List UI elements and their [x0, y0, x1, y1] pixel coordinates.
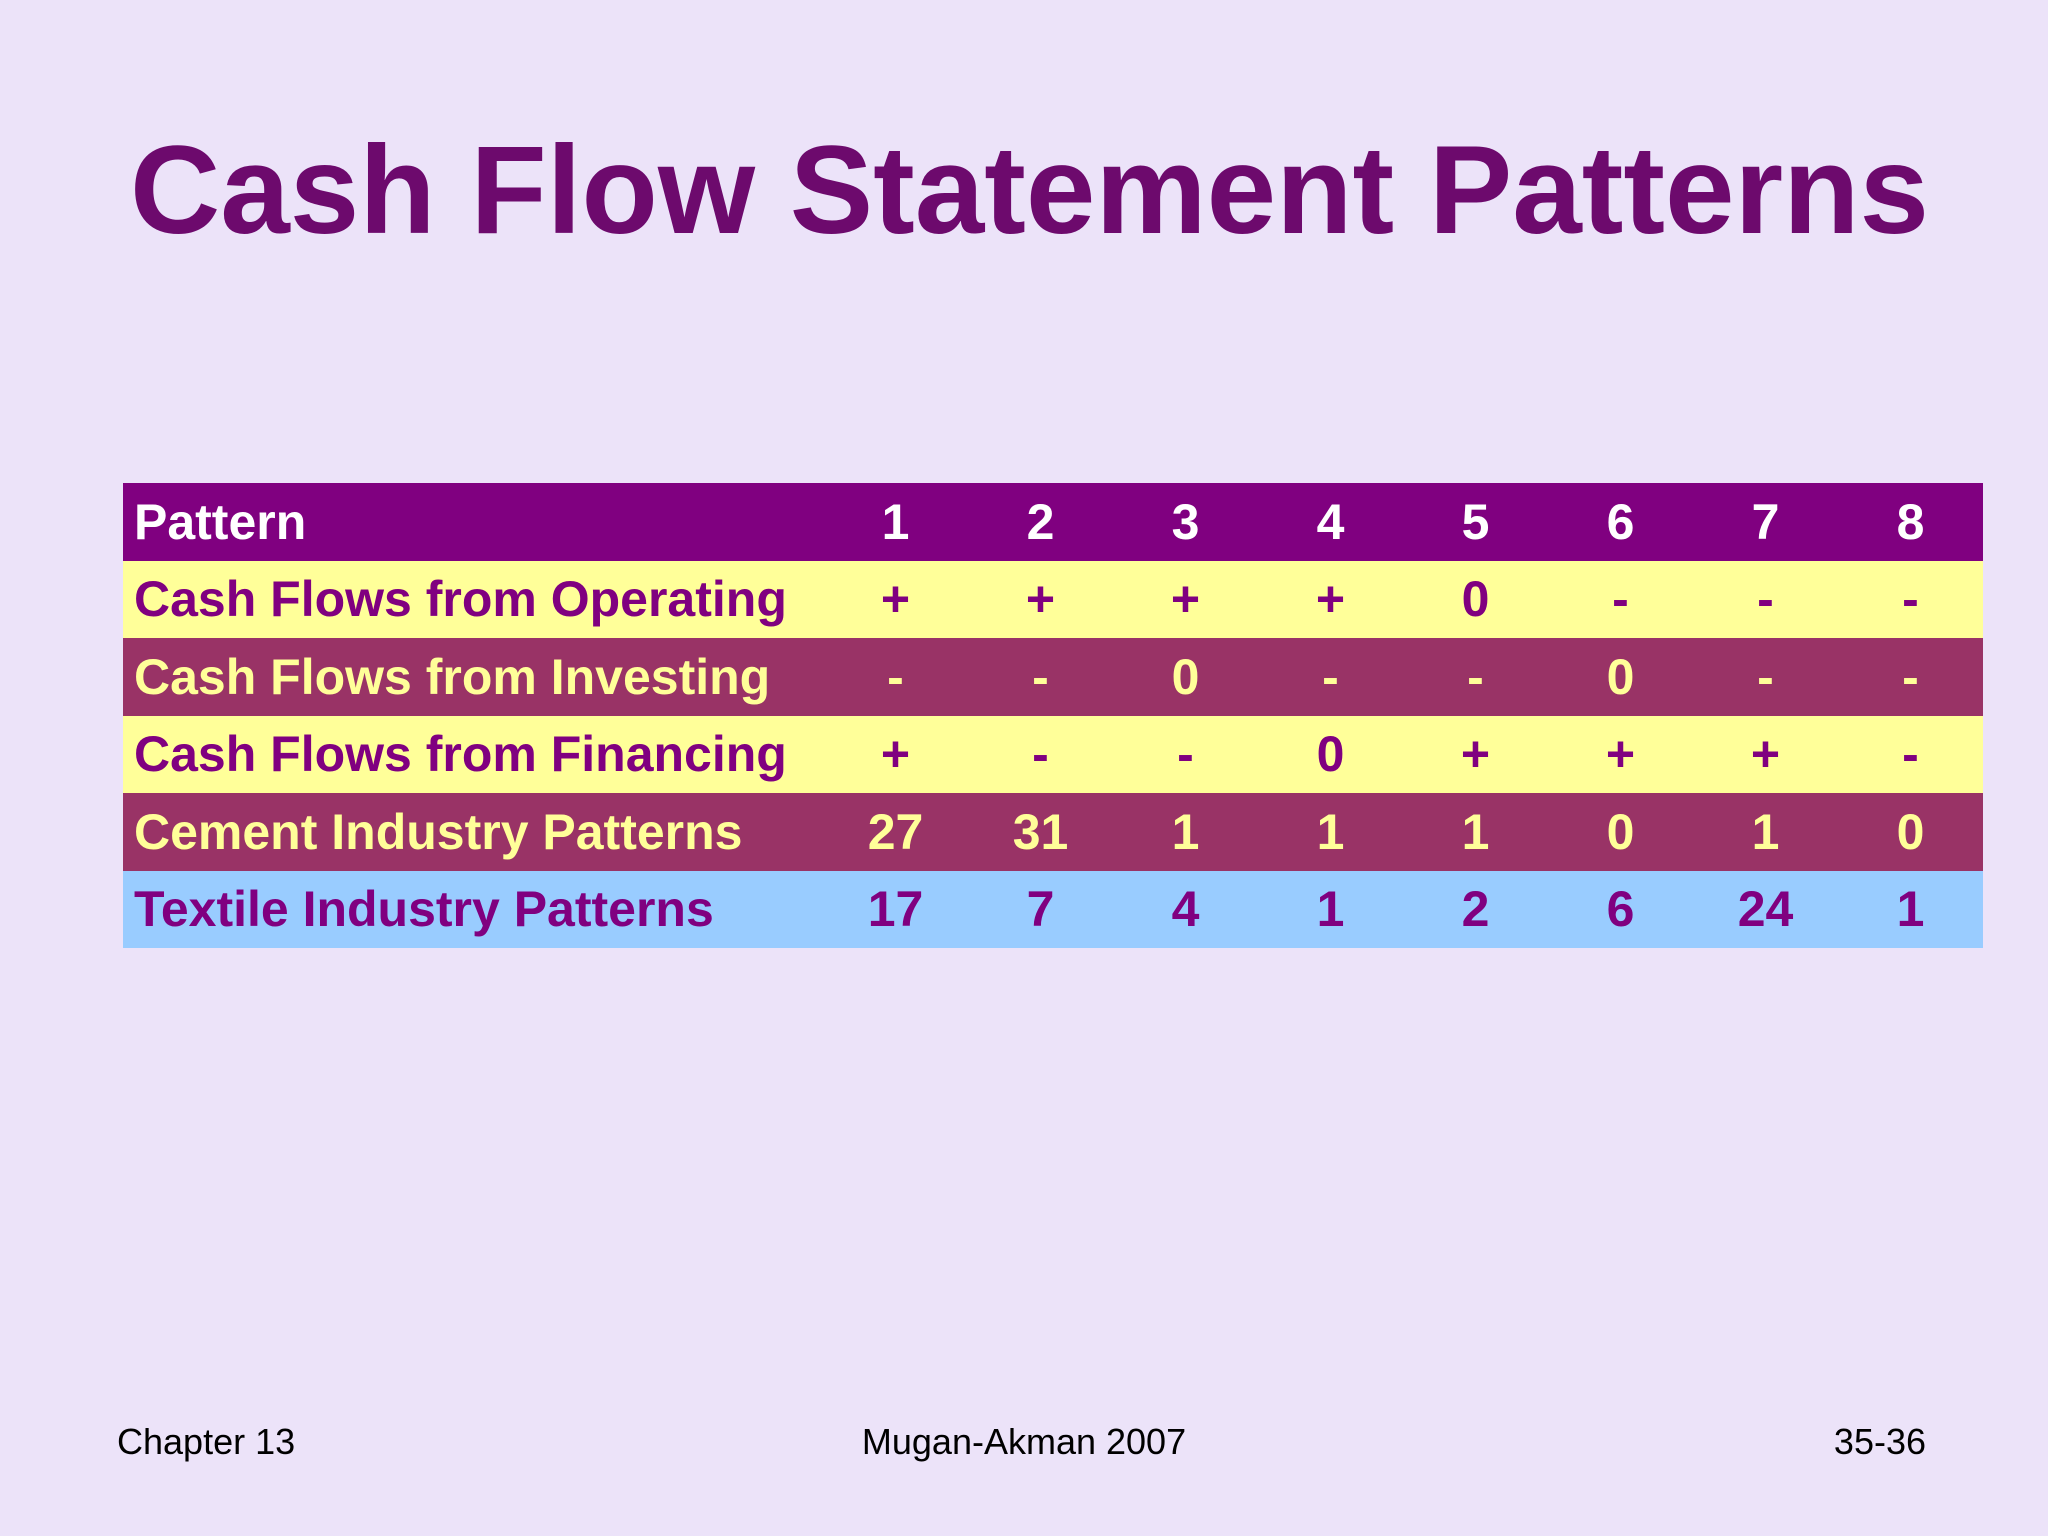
- row-label-financing: Cash Flows from Financing: [134, 726, 787, 783]
- table-row-cement: Cement Industry Patterns 27 31 1 1 1 0 1…: [123, 793, 1983, 871]
- footer-citation-label: Mugan-Akman 2007: [861, 1421, 1187, 1462]
- financing-value-6: +: [1605, 726, 1636, 783]
- textile-value-3: 4: [1171, 881, 1200, 938]
- footer-page-number: 35-36: [1833, 1421, 1926, 1462]
- header-cell-col-4: 4: [1316, 493, 1345, 550]
- cement-value-8: 0: [1896, 803, 1925, 860]
- table-header-row: Pattern 1 2 3 4 5 6 7 8: [123, 483, 1983, 561]
- investing-value-2: -: [1032, 648, 1049, 705]
- operating-value-8: -: [1902, 571, 1919, 628]
- table-row-financing: Cash Flows from Financing + - - 0 + + + …: [123, 715, 1983, 793]
- footer-chapter-label: Chapter 13: [117, 1421, 296, 1462]
- header-cell-col-6: 6: [1606, 493, 1635, 550]
- header-cell-col-2: 2: [1026, 493, 1055, 550]
- financing-value-5: +: [1460, 726, 1491, 783]
- investing-value-8: -: [1902, 648, 1919, 705]
- financing-value-4: 0: [1316, 726, 1345, 783]
- textile-value-1: 17: [867, 881, 924, 938]
- cement-value-1: 27: [867, 803, 924, 860]
- financing-value-3: -: [1177, 726, 1194, 783]
- cement-value-2: 31: [1012, 803, 1069, 860]
- cement-value-6: 0: [1606, 803, 1635, 860]
- textile-value-5: 2: [1461, 881, 1490, 938]
- investing-value-7: -: [1757, 648, 1774, 705]
- row-label-cement: Cement Industry Patterns: [134, 803, 743, 860]
- cement-value-3: 1: [1171, 803, 1200, 860]
- textile-value-4: 1: [1316, 881, 1345, 938]
- textile-value-8: 1: [1896, 881, 1925, 938]
- operating-value-7: -: [1757, 571, 1774, 628]
- operating-value-5: 0: [1461, 571, 1490, 628]
- row-label-operating: Cash Flows from Operating: [134, 571, 787, 628]
- operating-value-3: +: [1170, 571, 1201, 628]
- cement-value-7: 1: [1751, 803, 1780, 860]
- textile-value-7: 24: [1737, 881, 1794, 938]
- cement-value-5: 1: [1461, 803, 1490, 860]
- table-row-textile: Textile Industry Patterns 17 7 4 1 2 6 2…: [123, 870, 1983, 948]
- row-label-textile: Textile Industry Patterns: [134, 881, 714, 938]
- financing-value-1: +: [880, 726, 911, 783]
- header-cell-pattern: Pattern: [134, 493, 307, 550]
- table-row-investing: Cash Flows from Investing - - 0 - - 0 - …: [123, 638, 1983, 716]
- investing-value-6: 0: [1606, 648, 1635, 705]
- cash-flow-patterns-table: Pattern 1 2 3 4 5 6 7 8 Cash Flows from …: [123, 483, 1983, 948]
- textile-value-2: 7: [1026, 881, 1055, 938]
- investing-value-4: -: [1322, 648, 1339, 705]
- investing-value-5: -: [1467, 648, 1484, 705]
- financing-value-8: -: [1902, 726, 1919, 783]
- operating-value-6: -: [1612, 571, 1629, 628]
- financing-value-7: +: [1750, 726, 1781, 783]
- header-cell-col-7: 7: [1751, 493, 1780, 550]
- textile-value-6: 6: [1606, 881, 1635, 938]
- financing-value-2: -: [1032, 726, 1049, 783]
- slide-title: Cash Flow Statement Patterns: [130, 121, 1930, 260]
- row-label-investing: Cash Flows from Investing: [134, 648, 771, 705]
- table-row-operating: Cash Flows from Operating + + + + 0 - - …: [123, 560, 1983, 638]
- operating-value-1: +: [880, 571, 911, 628]
- header-cell-col-3: 3: [1171, 493, 1200, 550]
- header-cell-col-5: 5: [1461, 493, 1490, 550]
- cement-value-4: 1: [1316, 803, 1345, 860]
- operating-value-2: +: [1025, 571, 1056, 628]
- header-cell-col-1: 1: [881, 493, 910, 550]
- investing-value-1: -: [887, 648, 904, 705]
- investing-value-3: 0: [1171, 648, 1200, 705]
- header-cell-col-8: 8: [1896, 493, 1925, 550]
- operating-value-4: +: [1315, 571, 1346, 628]
